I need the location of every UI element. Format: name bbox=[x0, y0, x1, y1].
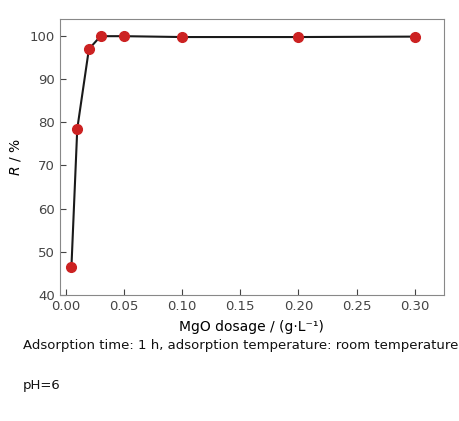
Point bbox=[85, 46, 92, 53]
Point bbox=[410, 33, 418, 40]
Point bbox=[294, 34, 302, 40]
X-axis label: MgO dosage / (g·L⁻¹): MgO dosage / (g·L⁻¹) bbox=[179, 320, 324, 333]
Point bbox=[178, 34, 185, 40]
Point bbox=[120, 33, 127, 40]
Point bbox=[73, 125, 81, 132]
Text: Adsorption time: 1 h, adsorption temperature: room temperature,: Adsorption time: 1 h, adsorption tempera… bbox=[23, 339, 459, 352]
Point bbox=[67, 263, 75, 270]
Point bbox=[97, 33, 104, 40]
Text: pH=6: pH=6 bbox=[23, 379, 61, 392]
Y-axis label: $R$ / %: $R$ / % bbox=[8, 138, 22, 176]
